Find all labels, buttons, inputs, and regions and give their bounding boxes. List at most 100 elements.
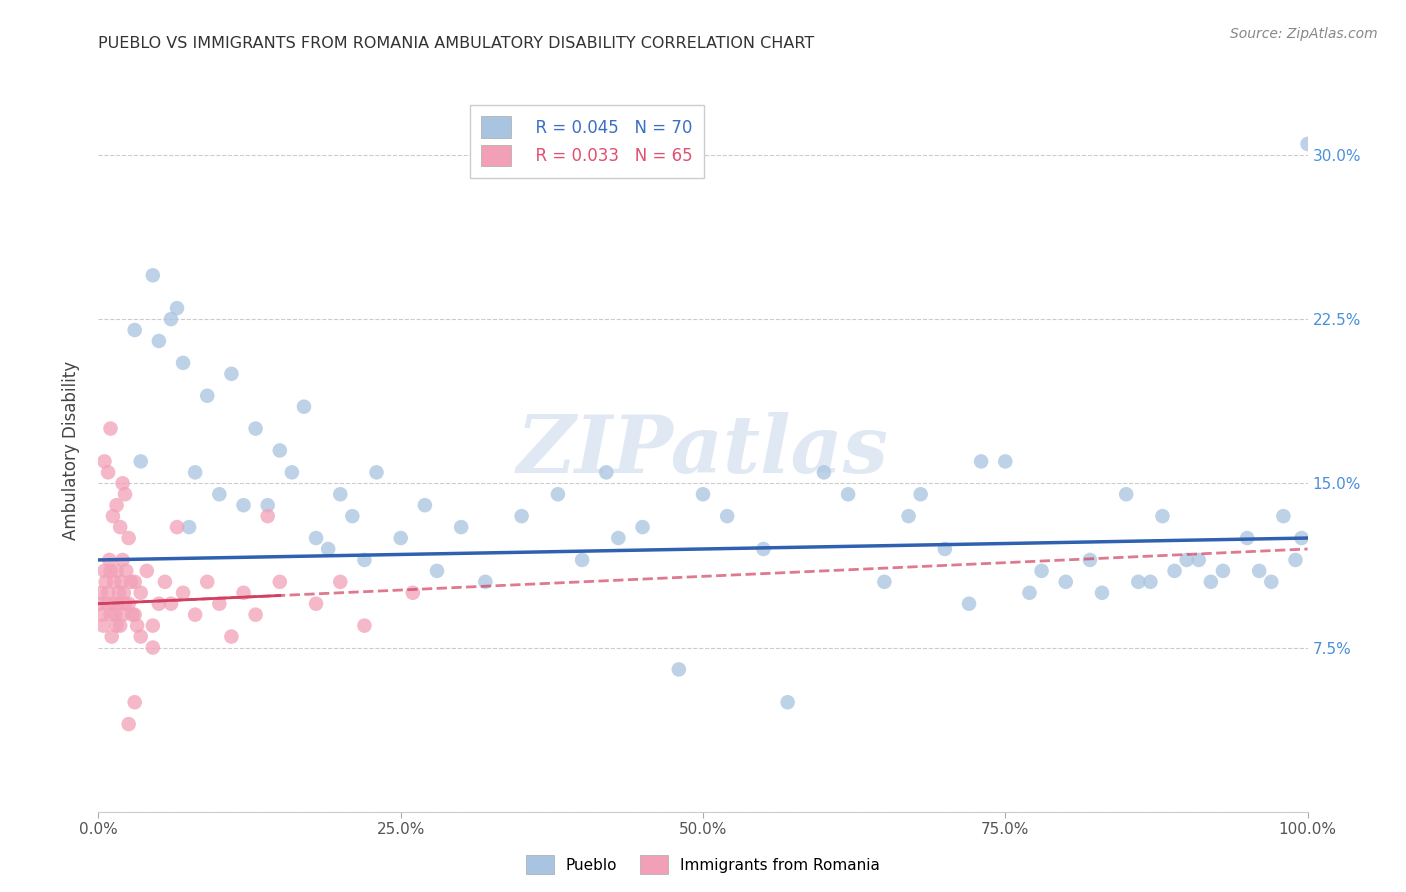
Point bbox=[129, 630, 152, 644]
Point bbox=[776, 695, 799, 709]
Point bbox=[232, 498, 254, 512]
Point bbox=[108, 586, 131, 600]
Point bbox=[124, 695, 146, 709]
Point bbox=[1139, 574, 1161, 589]
Point bbox=[1175, 553, 1198, 567]
Point bbox=[402, 586, 425, 600]
Point bbox=[148, 597, 170, 611]
Point bbox=[115, 564, 138, 578]
Point bbox=[413, 498, 436, 512]
Point bbox=[172, 356, 194, 370]
Point bbox=[1249, 564, 1271, 578]
Point bbox=[571, 553, 593, 567]
Point bbox=[232, 586, 254, 600]
Point bbox=[105, 618, 128, 632]
Point bbox=[120, 574, 142, 589]
Y-axis label: Ambulatory Disability: Ambulatory Disability bbox=[62, 361, 80, 540]
Point bbox=[97, 586, 120, 600]
Point bbox=[1018, 586, 1040, 600]
Point bbox=[118, 531, 141, 545]
Point bbox=[129, 454, 152, 468]
Point bbox=[89, 597, 111, 611]
Point bbox=[873, 574, 896, 589]
Point bbox=[100, 564, 122, 578]
Text: ZIPatlas: ZIPatlas bbox=[517, 412, 889, 489]
Point bbox=[1236, 531, 1258, 545]
Point bbox=[1212, 564, 1234, 578]
Point bbox=[1152, 509, 1174, 524]
Point bbox=[111, 476, 134, 491]
Point bbox=[91, 618, 114, 632]
Point bbox=[118, 597, 141, 611]
Point bbox=[1188, 553, 1211, 567]
Point bbox=[1054, 574, 1077, 589]
Point bbox=[127, 618, 149, 632]
Point bbox=[353, 553, 375, 567]
Point bbox=[142, 640, 165, 655]
Point bbox=[114, 487, 136, 501]
Point bbox=[342, 509, 364, 524]
Point bbox=[1163, 564, 1185, 578]
Point bbox=[112, 586, 135, 600]
Point bbox=[124, 574, 146, 589]
Point bbox=[97, 466, 120, 480]
Point bbox=[897, 509, 920, 524]
Point bbox=[256, 509, 278, 524]
Point bbox=[1199, 574, 1222, 589]
Text: PUEBLO VS IMMIGRANTS FROM ROMANIA AMBULATORY DISABILITY CORRELATION CHART: PUEBLO VS IMMIGRANTS FROM ROMANIA AMBULA… bbox=[98, 36, 814, 51]
Point bbox=[1272, 509, 1295, 524]
Point bbox=[90, 586, 112, 600]
Point bbox=[1260, 574, 1282, 589]
Point bbox=[305, 531, 328, 545]
Point bbox=[329, 487, 352, 501]
Point bbox=[305, 597, 328, 611]
Point bbox=[101, 509, 124, 524]
Point bbox=[108, 618, 131, 632]
Point bbox=[269, 443, 291, 458]
Text: Source: ZipAtlas.com: Source: ZipAtlas.com bbox=[1230, 27, 1378, 41]
Point bbox=[595, 466, 617, 480]
Point bbox=[668, 662, 690, 676]
Point bbox=[426, 564, 449, 578]
Point bbox=[474, 574, 496, 589]
Point bbox=[103, 574, 125, 589]
Point bbox=[142, 618, 165, 632]
Point bbox=[970, 454, 993, 468]
Point bbox=[329, 574, 352, 589]
Point bbox=[195, 574, 218, 589]
Point bbox=[910, 487, 932, 501]
Point bbox=[316, 541, 339, 556]
Point bbox=[1091, 586, 1114, 600]
Point bbox=[148, 334, 170, 348]
Point bbox=[111, 553, 134, 567]
Point bbox=[98, 553, 121, 567]
Point bbox=[1296, 136, 1319, 151]
Point bbox=[104, 607, 127, 622]
Point bbox=[105, 498, 128, 512]
Point bbox=[100, 421, 122, 435]
Point bbox=[129, 586, 152, 600]
Point bbox=[160, 312, 183, 326]
Point bbox=[124, 607, 146, 622]
Point bbox=[96, 597, 118, 611]
Point bbox=[510, 509, 533, 524]
Legend: Pueblo, Immigrants from Romania: Pueblo, Immigrants from Romania bbox=[520, 849, 886, 880]
Point bbox=[353, 618, 375, 632]
Point bbox=[221, 367, 243, 381]
Point bbox=[269, 574, 291, 589]
Point bbox=[716, 509, 738, 524]
Point bbox=[118, 717, 141, 731]
Point bbox=[813, 466, 835, 480]
Point bbox=[547, 487, 569, 501]
Point bbox=[1291, 531, 1313, 545]
Point bbox=[366, 466, 388, 480]
Point bbox=[114, 597, 136, 611]
Point bbox=[111, 607, 134, 622]
Point bbox=[957, 597, 980, 611]
Point bbox=[692, 487, 714, 501]
Point bbox=[837, 487, 859, 501]
Point bbox=[166, 301, 188, 315]
Point bbox=[179, 520, 201, 534]
Point bbox=[208, 597, 231, 611]
Point bbox=[110, 574, 132, 589]
